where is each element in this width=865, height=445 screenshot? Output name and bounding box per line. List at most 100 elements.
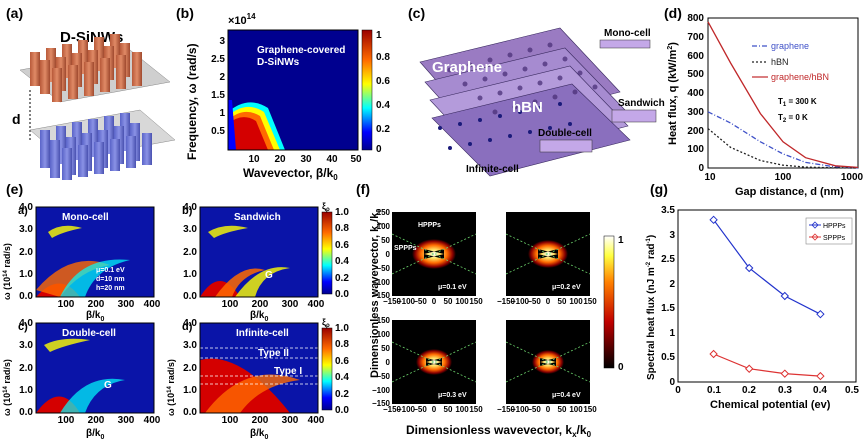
f-xtick: 150 bbox=[583, 405, 597, 414]
f-xtick: 0 bbox=[546, 297, 551, 306]
c-sandwich-inset bbox=[611, 109, 657, 123]
f-ytick: 0 bbox=[386, 358, 391, 367]
e-xlabel-top-left: β/k0 bbox=[86, 310, 104, 323]
e-xtick: 400 bbox=[308, 299, 325, 310]
e-xlabel-bottom-left: β/k0 bbox=[86, 428, 104, 441]
panel-a: (a) D-SiNWs d bbox=[6, 5, 176, 180]
g-line-sppps bbox=[713, 353, 821, 377]
e-ytick: 0.0 bbox=[183, 407, 197, 418]
b-colorbar bbox=[361, 29, 373, 151]
e-xtick: 200 bbox=[88, 299, 105, 310]
b-ytick: 3 bbox=[219, 36, 225, 47]
b-annotation-1: Graphene-covered bbox=[257, 45, 345, 56]
e-xlabel-top-right: β/k0 bbox=[250, 310, 268, 323]
e-subplot-c: c) Double-cell G bbox=[18, 321, 155, 414]
panel-label-a: (a) bbox=[6, 5, 23, 21]
b-heatmap-region bbox=[228, 100, 285, 150]
f-mu-1: μ=0.1 eV bbox=[438, 284, 467, 291]
b-exponent: ×1014 bbox=[228, 12, 256, 27]
g-point-hppps bbox=[744, 263, 754, 273]
e-subplot-a: a) Mono-cell μ=0.1 eV d=10 nm h=20 nm bbox=[18, 205, 155, 298]
e-ytick: 2.0 bbox=[19, 247, 33, 258]
g-xticks: 0 0.1 0.2 0.3 0.4 0.5 bbox=[675, 385, 859, 396]
f-xtick: −50 bbox=[413, 405, 427, 414]
d-ytick: 600 bbox=[687, 51, 704, 62]
d-ytick: 100 bbox=[687, 144, 704, 155]
f-xtick: 0 bbox=[546, 405, 551, 414]
c-sandwich-label: Sandwich bbox=[618, 98, 665, 109]
f-map-4: μ=0.4 eV bbox=[505, 320, 591, 404]
f-cbar-bottom: 0 bbox=[618, 362, 624, 373]
f-xtick: 0 bbox=[432, 405, 437, 414]
panel-a-title: D-SiNWs bbox=[60, 29, 123, 46]
e-xtick: 300 bbox=[282, 415, 299, 426]
d-ytick: 500 bbox=[687, 69, 704, 80]
f-xtick: −50 bbox=[527, 297, 541, 306]
g-point-sppps bbox=[744, 364, 754, 373]
e-ytick: 4.0 bbox=[183, 318, 197, 329]
e-xtick: 100 bbox=[222, 299, 239, 310]
e-cbar-tick: 1.0 bbox=[335, 323, 349, 334]
g-series-lines bbox=[709, 215, 825, 381]
e-xtick: 300 bbox=[118, 415, 135, 426]
e-d-type1: Type I bbox=[274, 366, 302, 377]
e-ytick: 0.0 bbox=[19, 407, 33, 418]
e-xtick: 400 bbox=[144, 415, 161, 426]
d-t2: T2 = 0 K bbox=[778, 113, 808, 124]
e-cbar-tick: 1.0 bbox=[335, 207, 349, 218]
d-xlabel: Gap distance, d (nm) bbox=[735, 186, 844, 198]
g-xtick: 0.4 bbox=[813, 385, 827, 396]
b-ylabel: Frequency, ω (rad/s) bbox=[185, 43, 199, 160]
f-ytick: 50 bbox=[381, 344, 390, 353]
f-xticks: −150 −100 −50 0 50 100 150 −150 −100 −50… bbox=[383, 297, 597, 414]
b-ytick: 0.5 bbox=[211, 126, 225, 137]
f-xtick: 150 bbox=[469, 405, 483, 414]
b-annotation-2: D-SiNWs bbox=[257, 57, 300, 68]
e-cbar-tick: 0.8 bbox=[335, 223, 349, 234]
g-ytick: 0.5 bbox=[661, 352, 675, 363]
g-yticks: 0 0.5 1 1.5 2 2.5 3 3.5 bbox=[661, 205, 675, 388]
f-xtick: 150 bbox=[583, 297, 597, 306]
f-xtick: 0 bbox=[432, 297, 437, 306]
e-subplot-b: b) Sandwich G bbox=[182, 205, 319, 298]
d-xtick: 1000 bbox=[841, 172, 864, 183]
f-ytick: 100 bbox=[377, 330, 391, 339]
f-map-1: HPPPs SPPPs μ=0.1 eV bbox=[391, 212, 477, 296]
e-ytick: 1.0 bbox=[19, 269, 33, 280]
e-ytick: 3.0 bbox=[19, 340, 33, 351]
e-ytick: 1.0 bbox=[183, 385, 197, 396]
e-d-type2: Type II bbox=[258, 348, 289, 359]
b-ytick: 2 bbox=[219, 72, 225, 83]
b-cbar-tick: 0.8 bbox=[376, 52, 390, 63]
f-ytick: −150 bbox=[372, 399, 391, 408]
b-xtick: 20 bbox=[274, 154, 286, 165]
e-xtick: 400 bbox=[144, 299, 161, 310]
g-point-sppps bbox=[780, 369, 790, 378]
e-xtick: 100 bbox=[222, 415, 239, 426]
d-xtick: 100 bbox=[775, 172, 792, 183]
f-xtick: −100 bbox=[397, 405, 416, 414]
d-xtick: 10 bbox=[704, 172, 716, 183]
e-a-title: Mono-cell bbox=[62, 212, 109, 223]
g-ytick: 1 bbox=[669, 328, 675, 339]
e-cbar-tick: 0.8 bbox=[335, 339, 349, 350]
g-legend-marker-hppps bbox=[811, 221, 819, 229]
e-b-sub: b) bbox=[182, 205, 193, 217]
e-ytick: 0.0 bbox=[183, 291, 197, 302]
panel-c: (c) Graphene hBN Mono-cell bbox=[408, 5, 665, 177]
e-ytick: 3.0 bbox=[19, 224, 33, 235]
e-cbar-tick: 0.4 bbox=[335, 372, 349, 383]
e-c-sub: c) bbox=[18, 321, 28, 333]
f-map-2: μ=0.2 eV bbox=[505, 212, 591, 296]
e-ylabel-2: ω (1014 rad/s) bbox=[2, 359, 12, 416]
e-colorbar-top bbox=[321, 211, 333, 295]
e-subplot-d: d) Infinite-cell Type II Type I bbox=[182, 321, 319, 414]
d-ytick: 0 bbox=[698, 163, 704, 174]
c-infinite-label: Infinite-cell bbox=[466, 164, 519, 175]
panel-label-e: (e) bbox=[6, 181, 23, 197]
g-legend-sppps: SPPPs bbox=[823, 235, 846, 242]
d-legend-graphene-hbn: graphene/hBN bbox=[771, 72, 829, 82]
f-hppps-label: HPPPs bbox=[418, 222, 441, 229]
f-xtick: 100 bbox=[569, 405, 583, 414]
g-ytick: 3 bbox=[669, 230, 675, 241]
